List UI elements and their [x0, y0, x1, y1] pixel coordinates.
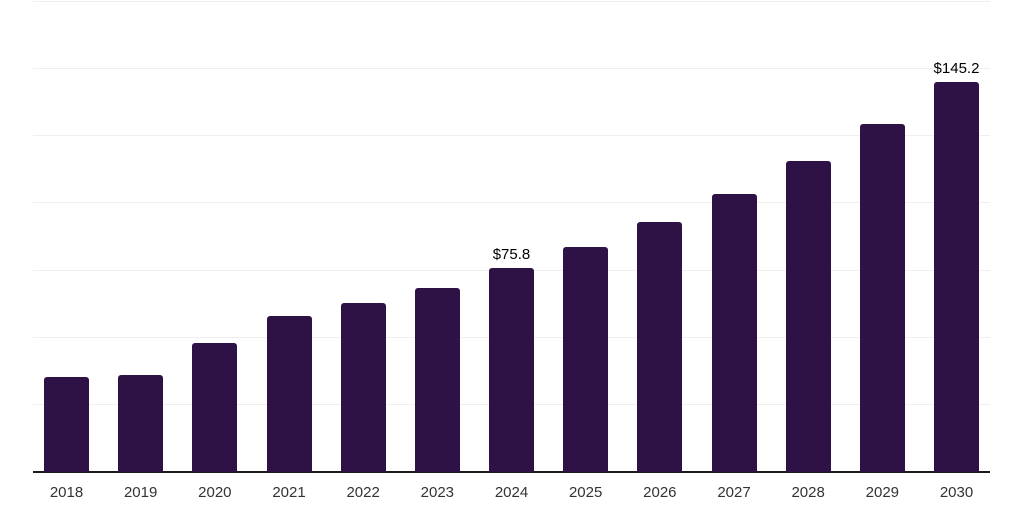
x-tick-label-2023: 2023: [420, 484, 455, 501]
gridline: [33, 68, 990, 70]
bar-2019: [118, 375, 164, 472]
value-label-2030: $145.2: [933, 60, 980, 78]
x-tick-label-2020: 2020: [198, 484, 232, 501]
gridline: [33, 1, 990, 2]
bar-2020: [192, 342, 238, 472]
bar-2023: [414, 287, 460, 472]
gridline: [33, 135, 990, 137]
x-axis-line: [33, 471, 990, 473]
x-tick-label-2029: 2029: [865, 484, 900, 501]
plot-area: $75.8 $145.2: [33, 1, 990, 473]
x-tick-label-2021: 2021: [272, 484, 306, 501]
x-tick-label-2026: 2026: [643, 484, 677, 501]
x-tick-label-2028: 2028: [791, 484, 825, 501]
bar-2026: [637, 222, 683, 472]
bar-2029: [859, 123, 905, 472]
bar-2018: [44, 377, 89, 472]
x-tick-label-2030: 2030: [939, 484, 974, 501]
bar-2025: [563, 246, 609, 472]
bar-2030: [934, 82, 979, 472]
bar-2022: [340, 302, 386, 472]
x-tick-label-2022: 2022: [346, 484, 380, 501]
gridline: [33, 202, 990, 204]
x-tick-label-2027: 2027: [717, 484, 751, 501]
bar-2028: [785, 161, 831, 472]
x-tick-label-2019: 2019: [123, 484, 158, 501]
x-tick-label-2018: 2018: [49, 484, 84, 501]
bar-2024: [489, 268, 534, 472]
x-tick-label-2024: 2024: [494, 484, 529, 501]
bar-2021: [266, 315, 312, 472]
bar-2027: [711, 194, 757, 472]
value-label-2024: $75.8: [492, 246, 531, 264]
x-tick-label-2025: 2025: [568, 484, 603, 501]
